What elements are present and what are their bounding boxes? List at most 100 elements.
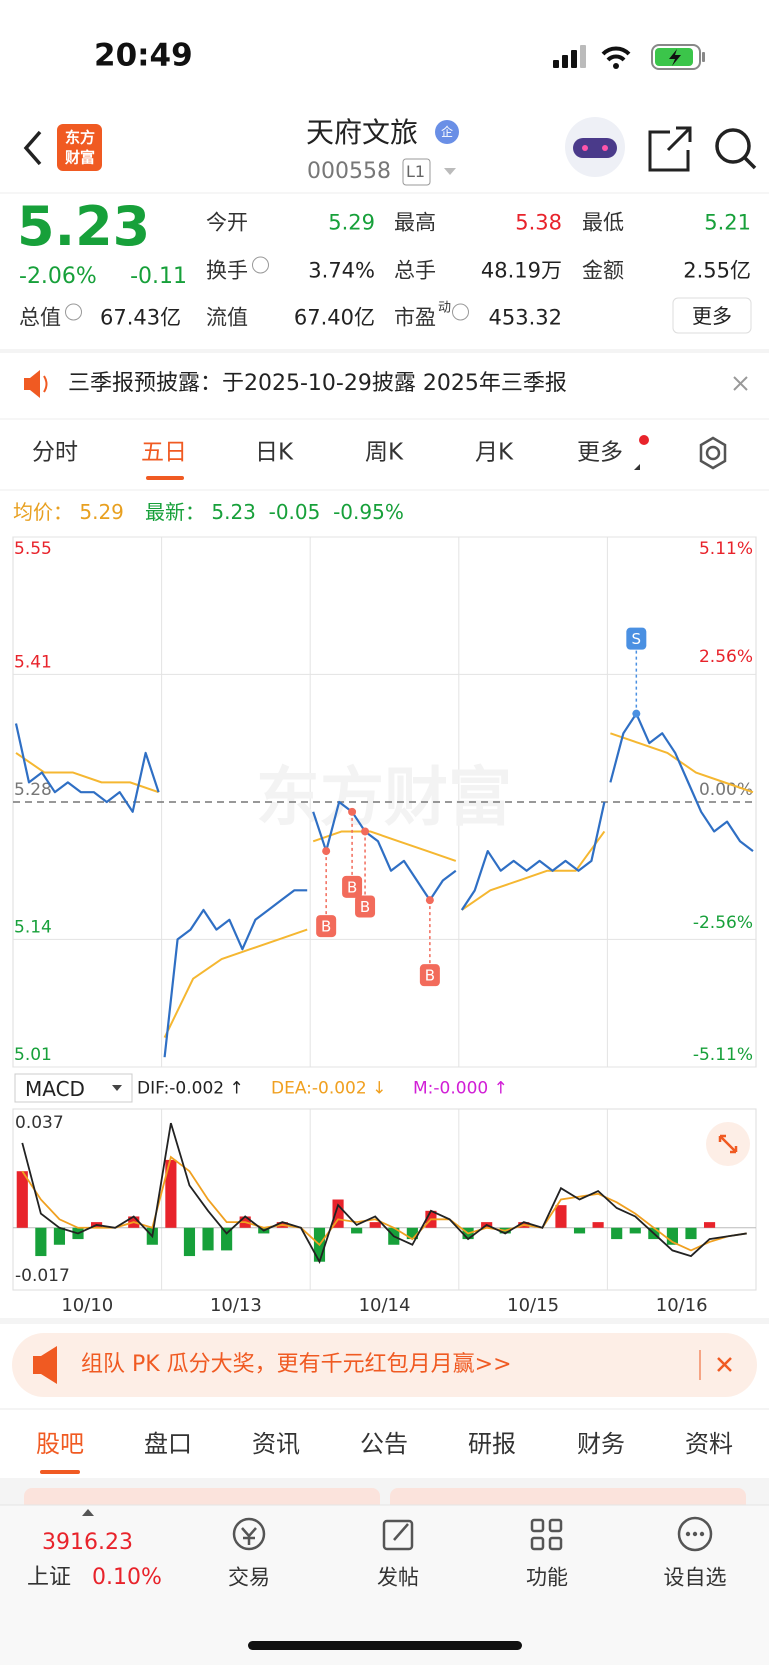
assistant-avatar[interactable] xyxy=(565,117,625,177)
bottom-tab[interactable]: 盘口 xyxy=(144,1430,192,1458)
dropdown[interactable] xyxy=(444,168,456,175)
stat-value: 2.55亿 xyxy=(683,258,751,283)
y2-tick-label: 2.56% xyxy=(699,647,753,667)
share-icon[interactable] xyxy=(648,126,692,172)
y-tick-label: 5.28 xyxy=(14,780,52,800)
stat-label: 换手 xyxy=(206,258,248,283)
nav-item[interactable]: 发帖 xyxy=(377,1565,419,1590)
badge: 企 xyxy=(440,125,453,139)
stat-value: 5.29 xyxy=(328,210,375,235)
y-tick-label: 5.55 xyxy=(14,539,52,559)
notice[interactable]: 三季报预披露：于2025-10-29披露 2025年三季报 xyxy=(68,371,567,396)
red-dot xyxy=(639,435,649,445)
search-icon[interactable] xyxy=(715,128,757,170)
more-label[interactable]: 更多 xyxy=(692,304,732,328)
stat-value: 5.38 xyxy=(515,210,562,235)
stat-label: 金额 xyxy=(582,258,624,283)
tab[interactable]: 分时 xyxy=(32,439,78,466)
nav-item[interactable]: 功能 xyxy=(526,1565,568,1590)
logo-text: 东方 xyxy=(64,128,95,147)
trade-badge xyxy=(355,895,376,918)
macd-bar xyxy=(369,1222,381,1228)
more-button[interactable] xyxy=(672,297,752,334)
macd-bar xyxy=(703,1222,716,1228)
trade-badge xyxy=(626,627,647,650)
tab[interactable]: 月K xyxy=(474,439,514,466)
indicator-select[interactable] xyxy=(14,1073,133,1103)
tab[interactable]: 五日 xyxy=(141,439,187,466)
expand-icon[interactable] xyxy=(706,1122,750,1166)
price: 5.23 xyxy=(17,195,151,258)
macd-tick-label: 0.037 xyxy=(15,1113,64,1133)
x-tick-label: 10/13 xyxy=(210,1295,262,1316)
avg-label: 均价： xyxy=(13,500,73,524)
logo[interactable] xyxy=(57,124,102,171)
index-value[interactable]: 3916.23 xyxy=(42,1530,133,1555)
close-notice[interactable] xyxy=(733,376,748,391)
chart-layer: 5.55 5.11% 5.41 2.56% 5.28 0.00% 5.14 -2.56% 5.0… xyxy=(13,536,756,1316)
price-line xyxy=(460,801,606,911)
logo-text: 财富 xyxy=(64,148,95,167)
x-tick-label: 10/10 xyxy=(61,1295,113,1316)
macd-bar xyxy=(165,1159,177,1228)
index-caret[interactable] xyxy=(82,1509,94,1516)
nav-item[interactable]: 交易 xyxy=(228,1565,270,1590)
trade-badge xyxy=(316,915,337,938)
ad-text[interactable]: 组队 PK 瓜分大奖，更有千元红包月月赢>> xyxy=(81,1352,512,1377)
level-box xyxy=(402,158,431,186)
level: L1 xyxy=(406,162,426,181)
macd-frame xyxy=(12,1108,757,1291)
avg-line xyxy=(610,732,754,794)
day-dividers xyxy=(161,537,608,1290)
macd-bar xyxy=(35,1227,47,1257)
avg-value: 5.29 xyxy=(79,500,124,524)
nav-icons[interactable] xyxy=(232,1516,713,1552)
stat-label: 最低 xyxy=(582,210,624,235)
x-tick-label: 10/14 xyxy=(359,1295,411,1316)
tab-underline xyxy=(146,476,184,480)
macd-bar xyxy=(592,1222,604,1228)
tab[interactable]: 日K xyxy=(254,439,294,466)
y-tick-label: 5.14 xyxy=(14,917,52,937)
trade-dot xyxy=(361,827,370,836)
trade-dot xyxy=(348,807,357,816)
bottom-tab[interactable]: 研报 xyxy=(468,1430,516,1458)
close-ad[interactable] xyxy=(717,1357,732,1372)
change: -0.11 xyxy=(130,264,187,289)
stat-value: 453.32 xyxy=(488,305,562,330)
dif-line xyxy=(21,1122,747,1264)
index-name[interactable]: 上证 xyxy=(27,1565,72,1590)
back-icon[interactable] xyxy=(23,130,42,166)
m-label: M:-0.000 ↑ xyxy=(413,1078,508,1099)
nav-item[interactable]: 设自选 xyxy=(663,1565,727,1590)
trade-dot xyxy=(632,709,641,718)
trade-dot xyxy=(322,847,331,856)
tab[interactable]: 周K xyxy=(364,439,404,466)
home-indicator xyxy=(248,1641,522,1650)
bottom-tab[interactable]: 股吧 xyxy=(36,1430,84,1458)
stat-value: 3.74% xyxy=(308,258,375,283)
tab[interactable]: 更多 xyxy=(577,439,623,466)
more-caret xyxy=(634,464,640,470)
trade-dot xyxy=(425,896,434,905)
bottom-tab[interactable]: 财务 xyxy=(577,1430,625,1458)
x-tick-label: 10/15 xyxy=(507,1295,559,1316)
ad-banner[interactable] xyxy=(12,1333,757,1397)
avg-line xyxy=(15,752,159,794)
bottom-tab[interactable]: 资讯 xyxy=(252,1430,300,1458)
indicator[interactable]: MACD xyxy=(25,1077,85,1101)
change-pct: -2.06% xyxy=(19,264,97,289)
bottom-tab[interactable]: 公告 xyxy=(360,1430,408,1458)
index-pct[interactable]: 0.10% xyxy=(92,1565,162,1590)
bottom-tab[interactable]: 资料 xyxy=(685,1430,733,1458)
y2-tick-label: -2.56% xyxy=(693,913,753,933)
settings-icon[interactable] xyxy=(699,436,727,470)
last-change-pct: -0.95% xyxy=(333,500,404,524)
info-icon xyxy=(65,303,82,321)
dropdown xyxy=(112,1085,122,1091)
macd-bar xyxy=(666,1227,678,1245)
speaker-icon xyxy=(24,370,48,398)
last-value: 5.23 xyxy=(211,500,256,524)
